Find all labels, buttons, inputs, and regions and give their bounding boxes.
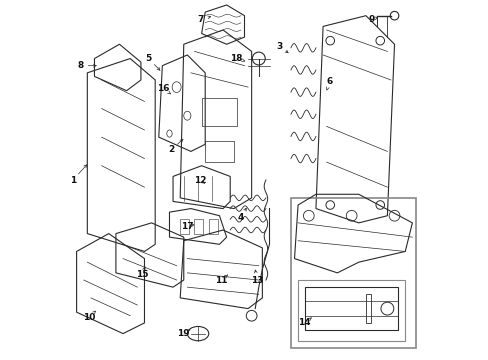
Text: 5: 5 [145, 54, 152, 63]
Bar [365, 294, 370, 323]
Text: 7: 7 [197, 15, 203, 24]
Bar [208, 219, 217, 234]
Text: 6: 6 [325, 77, 332, 86]
Text: 2: 2 [168, 145, 174, 154]
Text: 12: 12 [193, 176, 205, 185]
Text: 18: 18 [230, 54, 243, 63]
Text: 4: 4 [237, 213, 244, 222]
Bar [180, 219, 189, 234]
Text: 8: 8 [77, 61, 83, 70]
Text: 17: 17 [181, 222, 193, 231]
Text: 19: 19 [176, 329, 189, 338]
Text: 9: 9 [367, 15, 374, 24]
Text: 15: 15 [136, 270, 148, 279]
Text: 11: 11 [215, 275, 227, 284]
Text: 3: 3 [276, 41, 282, 50]
Text: 1: 1 [70, 176, 76, 185]
Text: 14: 14 [298, 318, 310, 327]
Bar [194, 219, 203, 234]
Bar [201, 98, 237, 126]
Text: 10: 10 [83, 313, 95, 322]
Text: 16: 16 [157, 84, 169, 93]
Bar [205, 141, 233, 162]
Text: 13: 13 [250, 275, 263, 284]
